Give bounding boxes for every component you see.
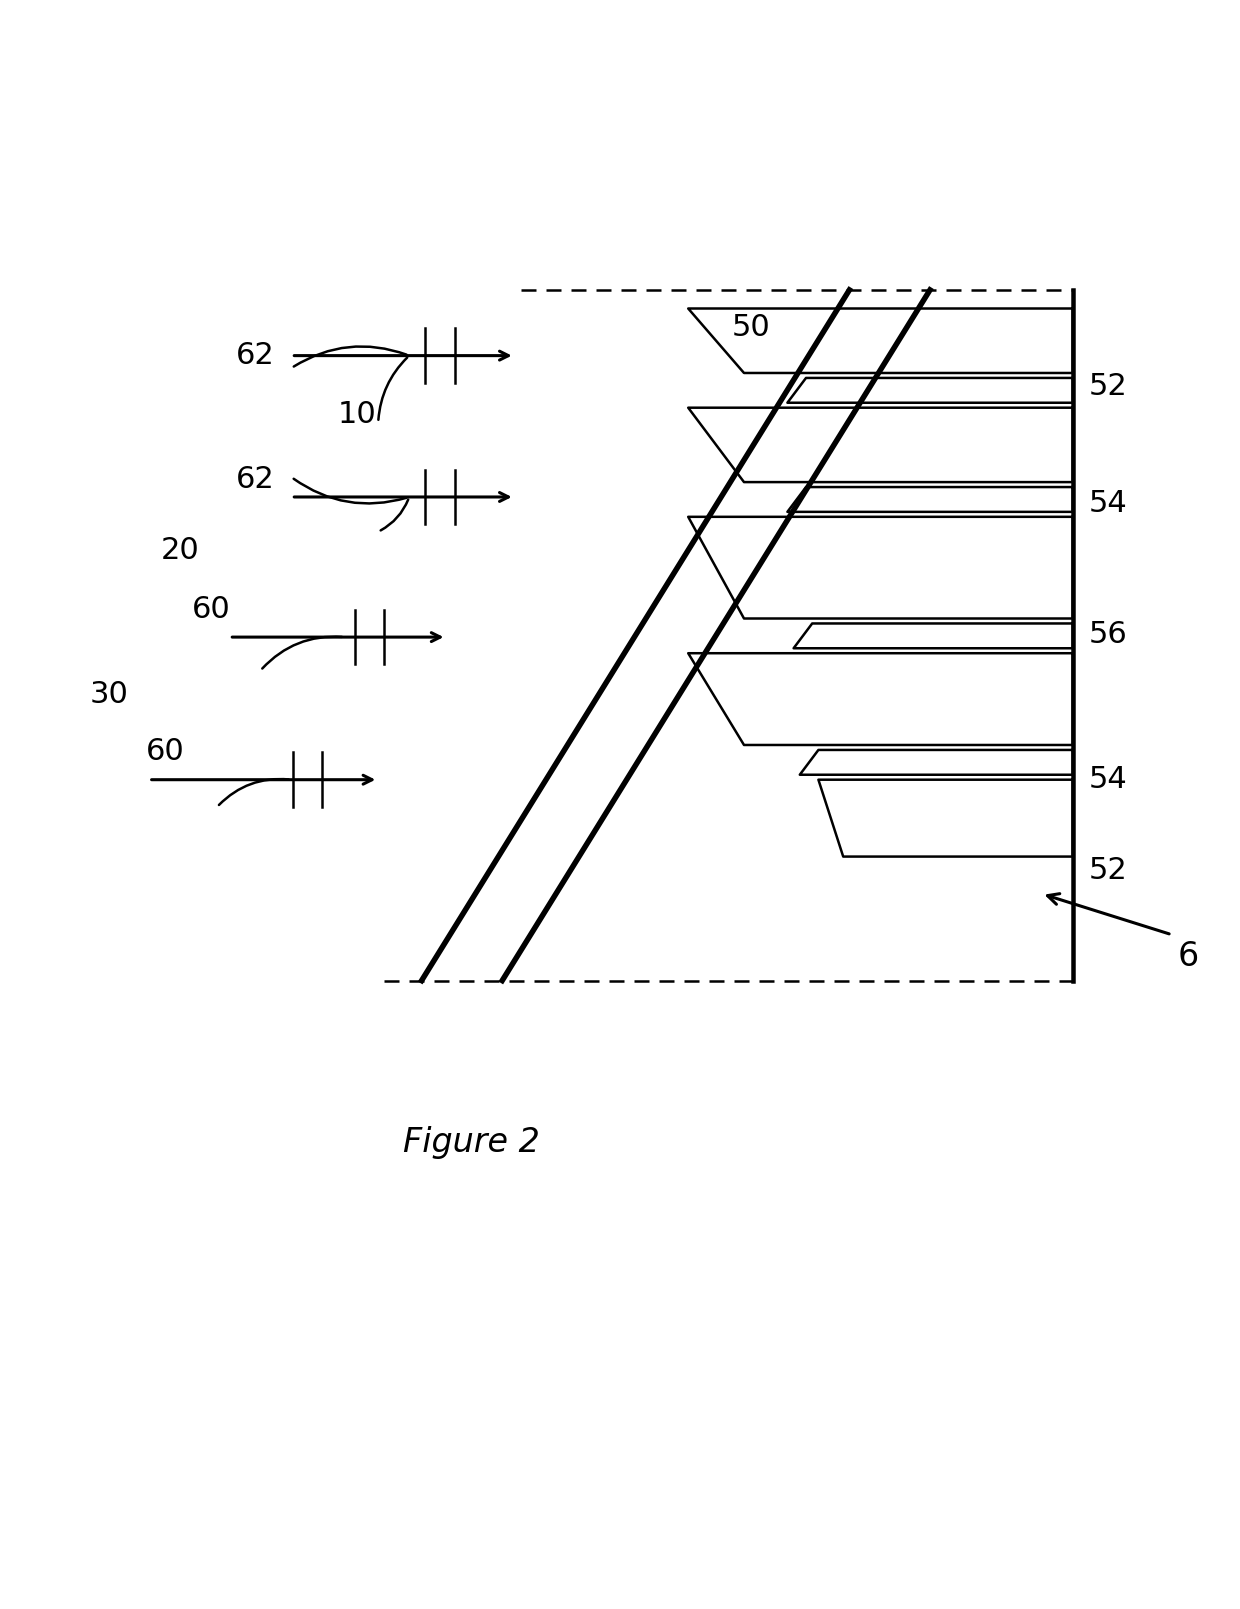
- Text: 52: 52: [1089, 856, 1127, 885]
- Text: 30: 30: [89, 681, 128, 710]
- Text: 50: 50: [732, 312, 770, 341]
- Text: 20: 20: [161, 536, 200, 565]
- Text: 52: 52: [1089, 372, 1127, 401]
- Text: 60: 60: [146, 737, 185, 766]
- Text: 10: 10: [337, 399, 376, 428]
- Text: 6: 6: [1178, 940, 1199, 973]
- Text: 54: 54: [1089, 766, 1127, 795]
- Text: 62: 62: [236, 341, 274, 370]
- Text: 54: 54: [1089, 489, 1127, 518]
- Text: 62: 62: [236, 465, 274, 494]
- Text: 60: 60: [192, 595, 231, 624]
- Text: 56: 56: [1089, 621, 1127, 650]
- Text: Figure 2: Figure 2: [403, 1126, 539, 1158]
